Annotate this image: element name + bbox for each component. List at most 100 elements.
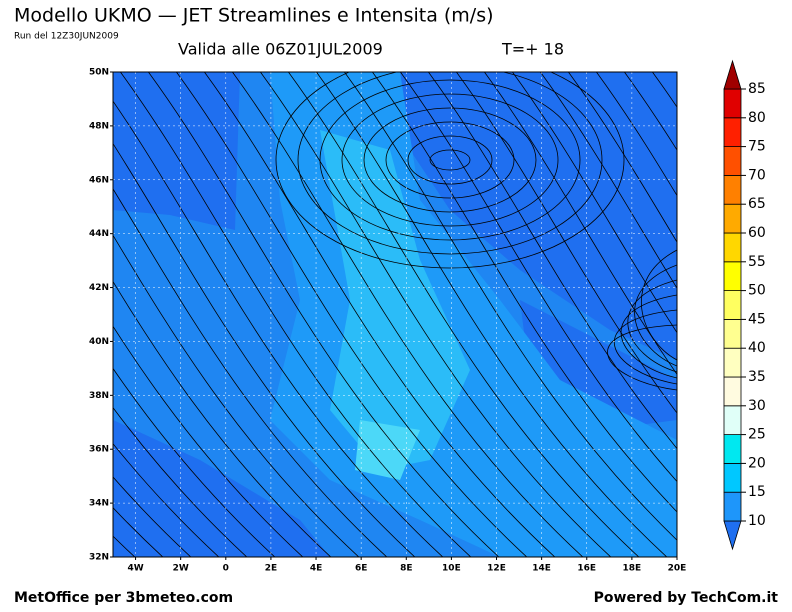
lat-label: 50N [89, 68, 109, 78]
colorbar-segment [723, 88, 742, 119]
streamline [455, 72, 677, 414]
lon-label: 6E [355, 564, 367, 574]
colorbar-label: 15 [748, 484, 766, 500]
lon-label: 0 [223, 564, 229, 574]
lon-label: 20E [668, 564, 687, 574]
streamline [620, 294, 677, 379]
lat-label: 44N [89, 229, 109, 239]
streamline [595, 72, 677, 197]
colorbar-segment [723, 491, 742, 522]
colorbar-segment [723, 232, 742, 263]
streamline [407, 135, 493, 185]
colorbar-label: 45 [748, 311, 766, 327]
colorbar-label: 40 [748, 340, 766, 356]
colorbar-label: 20 [748, 455, 766, 471]
streamline [231, 72, 584, 557]
lon-label: 4E [310, 564, 322, 574]
colorbar-segment [723, 347, 742, 378]
title: Modello UKMO — JET Streamlines e Intensi… [14, 5, 494, 27]
streamline [113, 188, 388, 557]
streamline [385, 121, 515, 199]
lon-label: 4W [127, 564, 143, 574]
colorbar-label: 25 [748, 427, 766, 443]
lat-label: 48N [89, 121, 109, 131]
streamline [0, 62, 101, 577]
colorbar-segment [723, 117, 742, 148]
streamline [119, 72, 472, 557]
streamline [567, 72, 677, 243]
colorbar-end [723, 520, 742, 551]
streamline [427, 72, 677, 450]
lat-label: 34N [89, 499, 109, 509]
streamline [363, 107, 537, 213]
lead-label: T=+ 18 [501, 40, 564, 59]
colorbar-label: 30 [748, 398, 766, 414]
colorbar-segment [723, 174, 742, 205]
lat-label: 32N [89, 553, 109, 563]
colorbar-segment [723, 318, 742, 349]
valid-label: Valida alle 06Z01JUL2009 [178, 40, 383, 59]
colorbar-label: 55 [748, 254, 766, 270]
streamline [614, 309, 677, 385]
colorbar-segment [723, 146, 742, 176]
map-field [0, 62, 792, 577]
streamline [623, 72, 677, 151]
colorbar-label: 35 [748, 369, 766, 385]
streamline [399, 72, 677, 483]
streamline [113, 476, 192, 557]
streamline [341, 93, 559, 227]
streamline [175, 72, 528, 557]
colorbar-segment [723, 203, 742, 234]
streamline [203, 72, 556, 557]
colorbar-segment [723, 462, 742, 493]
streamline [701, 62, 792, 577]
lat-label: 40N [89, 337, 109, 347]
streamline [259, 72, 612, 557]
streamline [113, 142, 416, 557]
streamline [539, 72, 677, 289]
colorbar-label: 60 [748, 225, 766, 241]
streamline [627, 279, 677, 373]
colorbar-label: 80 [748, 110, 766, 126]
lon-label: 10E [442, 564, 461, 574]
streamline [315, 72, 668, 557]
colorbar-segment [723, 434, 742, 464]
lon-label: 12E [487, 564, 506, 574]
colorbar-segment [723, 261, 742, 291]
colorbar-label: 75 [748, 139, 766, 155]
streamline [429, 149, 471, 171]
streamline [343, 72, 677, 541]
footer-right: Powered by TechCom.it [594, 590, 779, 606]
lon-label: 16E [577, 564, 596, 574]
streamline [147, 72, 500, 557]
streamline [113, 367, 276, 557]
lon-label: 2W [173, 564, 189, 574]
streamline [0, 62, 129, 577]
lon-label: 18E [623, 564, 642, 574]
lon-label: 2E [265, 564, 277, 574]
streamline [113, 280, 332, 557]
streamline [641, 249, 677, 361]
lat-label: 46N [89, 175, 109, 185]
lon-label: 8E [400, 564, 412, 574]
streamline [483, 72, 677, 375]
streamline [511, 72, 677, 334]
colorbar-label: 10 [748, 513, 766, 529]
streamline [113, 443, 220, 557]
streamline [113, 406, 248, 557]
streamline [113, 234, 360, 557]
streamline [634, 264, 677, 367]
colorbar-label: 85 [748, 81, 766, 97]
colorbar-label: 70 [748, 167, 766, 183]
lat-label: 36N [89, 445, 109, 455]
colorbar-segment [723, 405, 742, 435]
colorbar-label: 65 [748, 196, 766, 212]
lat-label: 42N [89, 283, 109, 293]
colorbar-label: 50 [748, 283, 766, 299]
colorbar-segment [723, 290, 742, 320]
streamline [297, 72, 603, 255]
streamline [113, 325, 304, 557]
map-frame [112, 71, 678, 558]
streamline [607, 324, 677, 391]
